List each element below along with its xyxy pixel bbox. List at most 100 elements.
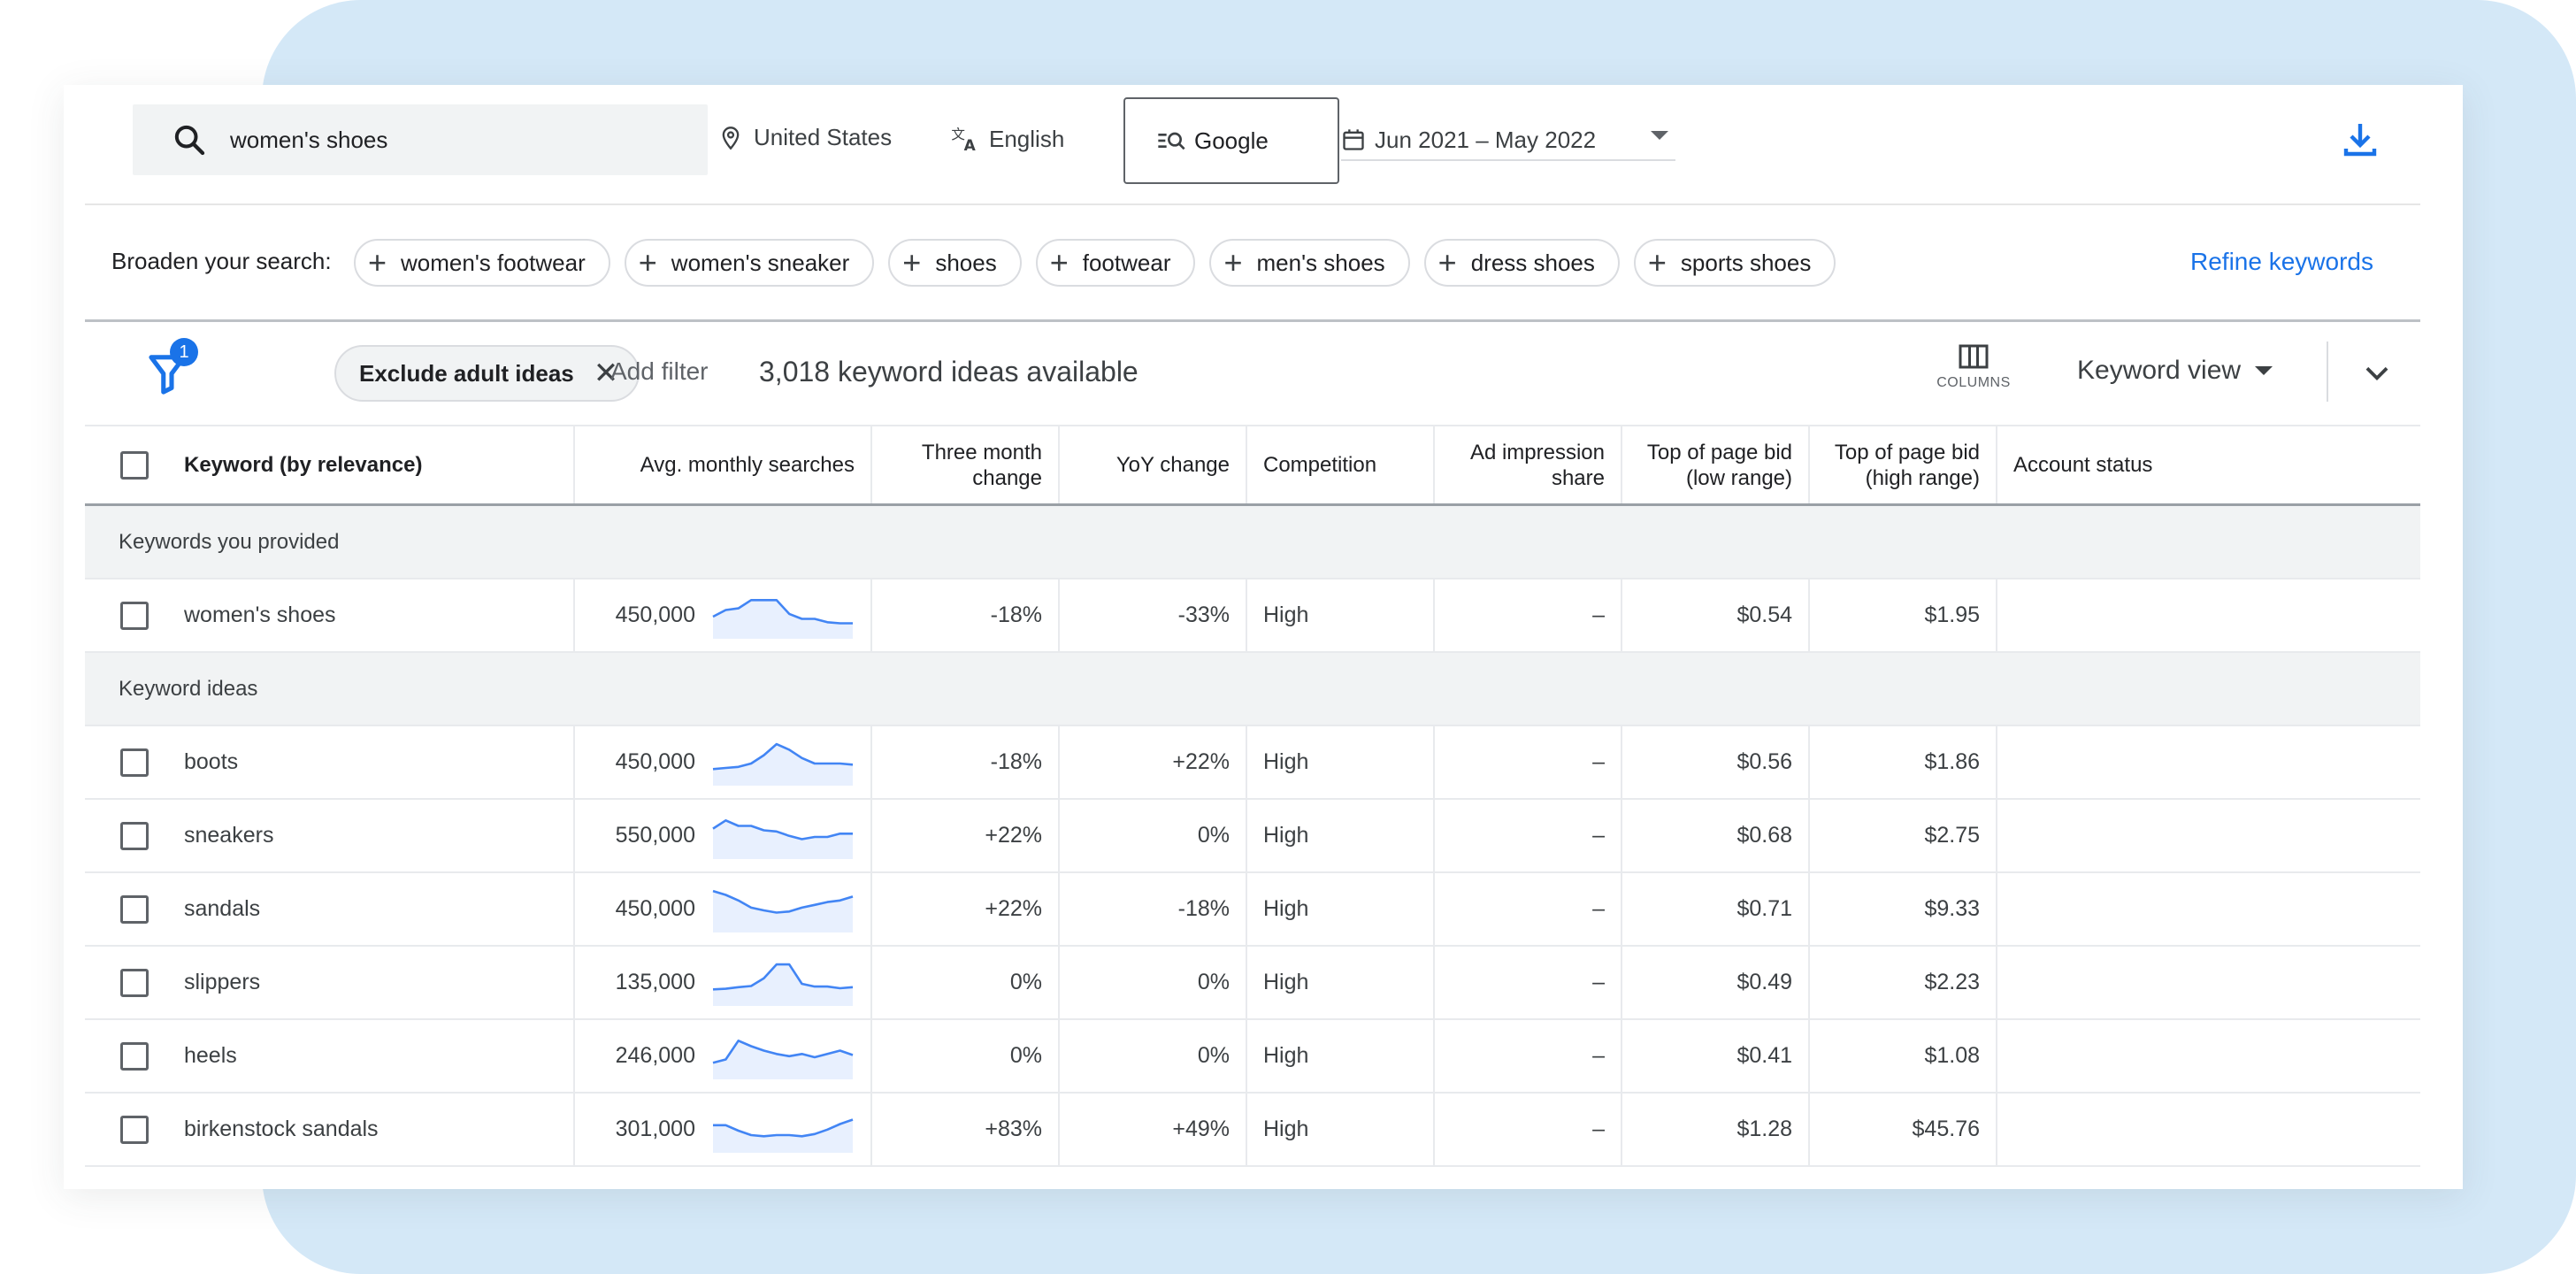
broaden-chip[interactable]: + men's shoes <box>1209 239 1410 287</box>
keyword-text: boots <box>184 749 239 774</box>
keyword-view-dropdown[interactable]: Keyword view <box>2077 356 2273 386</box>
svg-text:文: 文 <box>951 127 965 142</box>
table-row[interactable]: sandals 450,000 +22% -18% High – $0.71 $9.33 <box>85 873 2420 947</box>
plus-icon: + <box>368 244 387 280</box>
row-checkbox[interactable] <box>120 894 149 924</box>
add-filter-button[interactable]: Add filter <box>610 357 709 385</box>
avg-searches-value: 450,000 <box>615 749 695 774</box>
section-label: Keywords you provided <box>119 529 340 554</box>
date-range-selector[interactable]: Jun 2021 – May 2022 <box>1341 120 1675 161</box>
row-checkbox[interactable] <box>120 1115 149 1144</box>
section-row-provided: Keywords you provided <box>85 506 2420 579</box>
broaden-search-bar: Broaden your search: + women's footwear +… <box>85 205 2420 322</box>
ad-impression-cell: – <box>1435 947 1622 1018</box>
refine-keywords-link[interactable]: Refine keywords <box>2190 248 2373 275</box>
header-account-status[interactable]: Account status <box>2013 453 2153 477</box>
avg-searches-cell: 135,000 <box>575 947 872 1018</box>
row-checkbox[interactable] <box>120 968 149 997</box>
chevron-down-icon[interactable] <box>2360 356 2394 389</box>
competition-cell: High <box>1247 726 1435 798</box>
columns-button[interactable]: COLUMNS <box>1934 343 2013 391</box>
row-checkbox[interactable] <box>120 748 149 777</box>
header-ad-impression-share[interactable]: Ad impression share <box>1435 426 1622 503</box>
table-row[interactable]: heels 246,000 0% 0% High – $0.41 $1.08 <box>85 1020 2420 1094</box>
account-status-cell <box>1997 726 2420 798</box>
divider <box>2327 342 2328 402</box>
broaden-chip[interactable]: + footwear <box>1035 239 1196 287</box>
filter-bar: 1 Exclude adult ideas ✕ Add filter 3,018… <box>85 322 2420 425</box>
row-checkbox[interactable] <box>120 821 149 850</box>
chevron-down-icon <box>1651 131 1668 140</box>
ad-impression-cell: – <box>1435 800 1622 871</box>
header-bid-low[interactable]: Top of page bid (low range) <box>1622 426 1810 503</box>
broaden-chip[interactable]: + dress shoes <box>1423 239 1620 287</box>
table-row[interactable]: boots 450,000 -18% +22% High – $0.56 $1.86 <box>85 726 2420 800</box>
account-status-cell <box>1997 873 2420 945</box>
table-row[interactable]: slippers 135,000 0% 0% High – $0.49 $2.23 <box>85 947 2420 1020</box>
three-month-cell: +22% <box>872 873 1060 945</box>
location-selector[interactable]: United States <box>718 124 892 151</box>
bid-high-cell: $2.75 <box>1810 800 1997 871</box>
header-three-month-change[interactable]: Three month change <box>872 426 1060 503</box>
exclude-adult-ideas-chip[interactable]: Exclude adult ideas ✕ <box>334 345 640 402</box>
broaden-chips: + women's footwear + women's sneaker + shoe… <box>354 239 1836 287</box>
bid-low-cell: $0.71 <box>1622 873 1810 945</box>
row-checkbox[interactable] <box>120 1041 149 1071</box>
search-input[interactable]: women's shoes <box>133 104 708 175</box>
row-checkbox[interactable] <box>120 601 149 630</box>
keyword-cell: sandals <box>85 873 575 945</box>
exclude-chip-label: Exclude adult ideas <box>359 359 574 387</box>
keyword-text: heels <box>184 1043 237 1068</box>
table-row[interactable]: women's shoes 450,000 -18% -33% High – $0.54 $1… <box>85 579 2420 653</box>
section-row-ideas: Keyword ideas <box>85 653 2420 726</box>
search-network-selector[interactable]: Google <box>1123 97 1339 184</box>
svg-text:A: A <box>964 137 977 154</box>
bid-high-cell: $45.76 <box>1810 1094 1997 1165</box>
header-yoy-change[interactable]: YoY change <box>1060 426 1247 503</box>
network-label: Google <box>1194 127 1269 154</box>
bid-low-cell: $0.56 <box>1622 726 1810 798</box>
trend-sparkline <box>712 598 853 639</box>
trend-sparkline <box>712 889 854 932</box>
broaden-chip[interactable]: + sports shoes <box>1633 239 1836 287</box>
trend-sparkline <box>712 818 853 859</box>
trend-sparkline <box>712 963 854 1006</box>
columns-label: COLUMNS <box>1936 375 2011 390</box>
header-avg-monthly-searches[interactable]: Avg. monthly searches <box>575 426 872 503</box>
broaden-chip[interactable]: + women's footwear <box>354 239 610 287</box>
competition-cell: High <box>1247 1020 1435 1092</box>
broaden-chip[interactable]: + shoes <box>888 239 1022 287</box>
trend-sparkline <box>712 742 854 786</box>
yoy-cell: 0% <box>1060 1020 1247 1092</box>
bid-low-cell: $1.28 <box>1622 1094 1810 1165</box>
avg-searches-value: 246,000 <box>615 1043 695 1068</box>
table-row[interactable]: sneakers 550,000 +22% 0% High – $0.68 $2.75 <box>85 800 2420 873</box>
broaden-chip[interactable]: + women's sneaker <box>624 239 875 287</box>
avg-searches-cell: 246,000 <box>575 1020 872 1092</box>
keyword-table: Keyword (by relevance) Avg. monthly sear… <box>85 425 2420 1167</box>
trend-sparkline <box>712 1039 854 1079</box>
table-row[interactable]: birkenstock sandals 301,000 +83% +49% High – $… <box>85 1094 2420 1167</box>
header-competition[interactable]: Competition <box>1247 426 1435 503</box>
download-icon[interactable] <box>2339 119 2381 161</box>
date-range-label: Jun 2021 – May 2022 <box>1375 126 1597 153</box>
select-all-checkbox[interactable] <box>120 450 149 480</box>
yoy-cell: 0% <box>1060 947 1247 1018</box>
bid-low-cell: $0.41 <box>1622 1020 1810 1092</box>
translate-icon: 文A <box>951 127 977 154</box>
avg-searches-cell: 450,000 <box>575 726 872 798</box>
avg-searches-value: 450,000 <box>615 602 695 627</box>
plus-icon: + <box>1049 244 1069 280</box>
header-bid-high[interactable]: Top of page bid (high range) <box>1810 426 1997 503</box>
avg-searches-value: 301,000 <box>615 1117 695 1141</box>
keyword-text: birkenstock sandals <box>184 1117 379 1141</box>
section-label: Keyword ideas <box>119 676 258 701</box>
bid-low-cell: $0.49 <box>1622 947 1810 1018</box>
plus-icon: + <box>1223 244 1243 280</box>
competition-cell: High <box>1247 579 1435 651</box>
plus-icon: + <box>902 244 922 280</box>
close-icon[interactable]: ✕ <box>593 357 619 390</box>
bid-high-cell: $1.08 <box>1810 1020 1997 1092</box>
header-keyword[interactable]: Keyword (by relevance) <box>85 426 575 503</box>
